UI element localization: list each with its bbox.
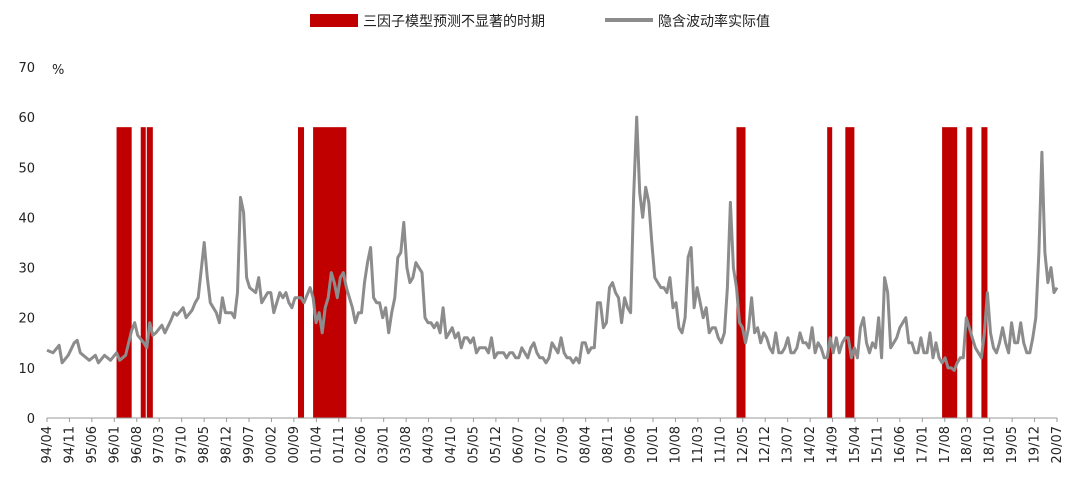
shaded-period-8 — [845, 127, 855, 419]
x-tick-05-05: 05/05 — [466, 426, 481, 463]
x-tick-17-08: 17/08 — [938, 426, 953, 463]
shaded-period-3 — [146, 127, 153, 419]
shaded-period-7 — [827, 127, 833, 419]
x-tick-94-04: 94/04 — [40, 426, 55, 463]
x-tick-94-11: 94/11 — [62, 426, 77, 463]
x-tick-15-04: 15/04 — [848, 426, 863, 463]
shaded-period-10 — [966, 127, 973, 419]
shaded-periods — [116, 127, 988, 419]
y-unit-label: % — [52, 63, 64, 78]
series-layer — [46, 115, 1059, 372]
x-tick-15-11: 15/11 — [870, 426, 885, 463]
x-tick-00-02: 00/02 — [264, 426, 279, 463]
x-tick-00-09: 00/09 — [287, 426, 302, 463]
x-tick-19-05: 19/05 — [1005, 426, 1020, 463]
y-tick-60: 60 — [18, 111, 35, 126]
y-tick-30: 30 — [18, 262, 35, 277]
x-tick-08-11: 08/11 — [601, 426, 616, 463]
shaded-period-11 — [981, 127, 988, 419]
x-tick-01-04: 01/04 — [309, 426, 324, 463]
x-tick-04-10: 04/10 — [444, 426, 459, 463]
x-tick-97-10: 97/10 — [175, 426, 190, 463]
x-tick-13-07: 13/07 — [781, 426, 796, 463]
x-tick-98-12: 98/12 — [220, 426, 235, 463]
x-tick-16-06: 16/06 — [893, 426, 908, 463]
x-tick-09-06: 09/06 — [624, 426, 639, 463]
x-tick-03-01: 03/01 — [377, 426, 392, 463]
series-line-1 — [46, 115, 1059, 372]
x-tick-17-01: 17/01 — [915, 426, 930, 463]
x-tick-12-12: 12/12 — [758, 426, 773, 463]
x-tick-97-03: 97/03 — [152, 426, 167, 463]
shaded-period-2 — [140, 127, 146, 419]
x-tick-07-02: 07/02 — [534, 426, 549, 463]
x-tick-01-11: 01/11 — [332, 426, 347, 463]
x-tick-95-06: 95/06 — [85, 426, 100, 463]
y-tick-20: 20 — [18, 312, 35, 327]
y-tick-50: 50 — [18, 161, 35, 176]
legend-bar-swatch — [310, 14, 358, 27]
x-tick-14-02: 14/02 — [803, 426, 818, 463]
x-tick-96-08: 96/08 — [130, 426, 145, 463]
x-tick-02-06: 02/06 — [354, 426, 369, 463]
legend-label-bar: 三因子模型预测不显著的时期 — [363, 14, 545, 30]
legend: 三因子模型预测不显著的时期 隐含波动率实际值 — [310, 13, 770, 30]
x-tick-99-07: 99/07 — [242, 426, 257, 463]
x-tick-18-03: 18/03 — [960, 426, 975, 463]
x-tick-11-10: 11/10 — [713, 426, 728, 463]
x-tick-19-12: 19/12 — [1028, 426, 1043, 463]
x-tick-10-01: 10/01 — [646, 426, 661, 463]
x-tick-06-07: 06/07 — [511, 426, 526, 463]
legend-label-line: 隐含波动率实际值 — [658, 13, 770, 30]
x-tick-07-09: 07/09 — [556, 426, 571, 463]
y-tick-70: 70 — [18, 61, 35, 76]
y-axis: 0 10 20 30 40 50 60 70% — [18, 61, 64, 427]
x-tick-05-12: 05/12 — [489, 426, 504, 463]
x-tick-03-08: 03/08 — [399, 426, 414, 463]
x-tick-14-09: 14/09 — [826, 426, 841, 463]
x-tick-96-01: 96/01 — [107, 426, 122, 463]
shaded-period-5 — [313, 127, 347, 419]
shaded-period-6 — [736, 127, 746, 419]
y-tick-40: 40 — [18, 211, 35, 226]
x-tick-08-04: 08/04 — [579, 426, 594, 463]
y-tick-0: 0 — [27, 412, 35, 427]
x-tick-12-05: 12/05 — [736, 426, 751, 463]
y-tick-10: 10 — [18, 362, 35, 377]
shaded-period-9 — [942, 127, 958, 419]
x-tick-20-07: 20/07 — [1050, 426, 1065, 463]
shaded-period-1 — [116, 127, 132, 419]
x-tick-10-08: 10/08 — [668, 426, 683, 463]
x-axis: 94/04 94/11 95/06 96/01 96/08 97/03 97/10 98/05… — [40, 417, 1065, 463]
shaded-period-4 — [297, 127, 305, 419]
x-tick-11-03: 11/03 — [691, 426, 706, 463]
x-tick-98-05: 98/05 — [197, 426, 212, 463]
x-tick-18-10: 18/10 — [983, 426, 998, 463]
x-tick-04-03: 04/03 — [422, 426, 437, 463]
